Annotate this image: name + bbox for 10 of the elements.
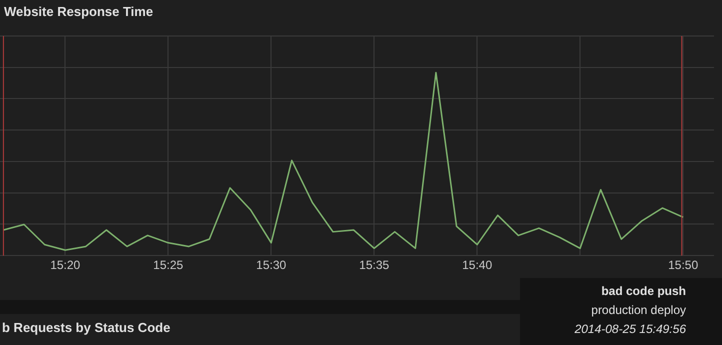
chart-title: Website Response Time — [4, 4, 154, 19]
x-tick-label: 15:50 — [668, 258, 698, 272]
x-tick-label: 15:40 — [462, 258, 492, 272]
text: b Requests by Status Code — [2, 320, 170, 335]
x-tick-label: 15:25 — [153, 258, 184, 272]
tooltip-box: bad code push production deploy 2014-08-25 15:49:56 — [520, 278, 722, 345]
ref-line-label: bad code push — [600, 283, 686, 300]
x-tick-label: 15:20 — [50, 258, 81, 272]
x-tick-label: 15:30 — [256, 258, 287, 272]
x-tick-label: 15:35 — [359, 258, 390, 272]
